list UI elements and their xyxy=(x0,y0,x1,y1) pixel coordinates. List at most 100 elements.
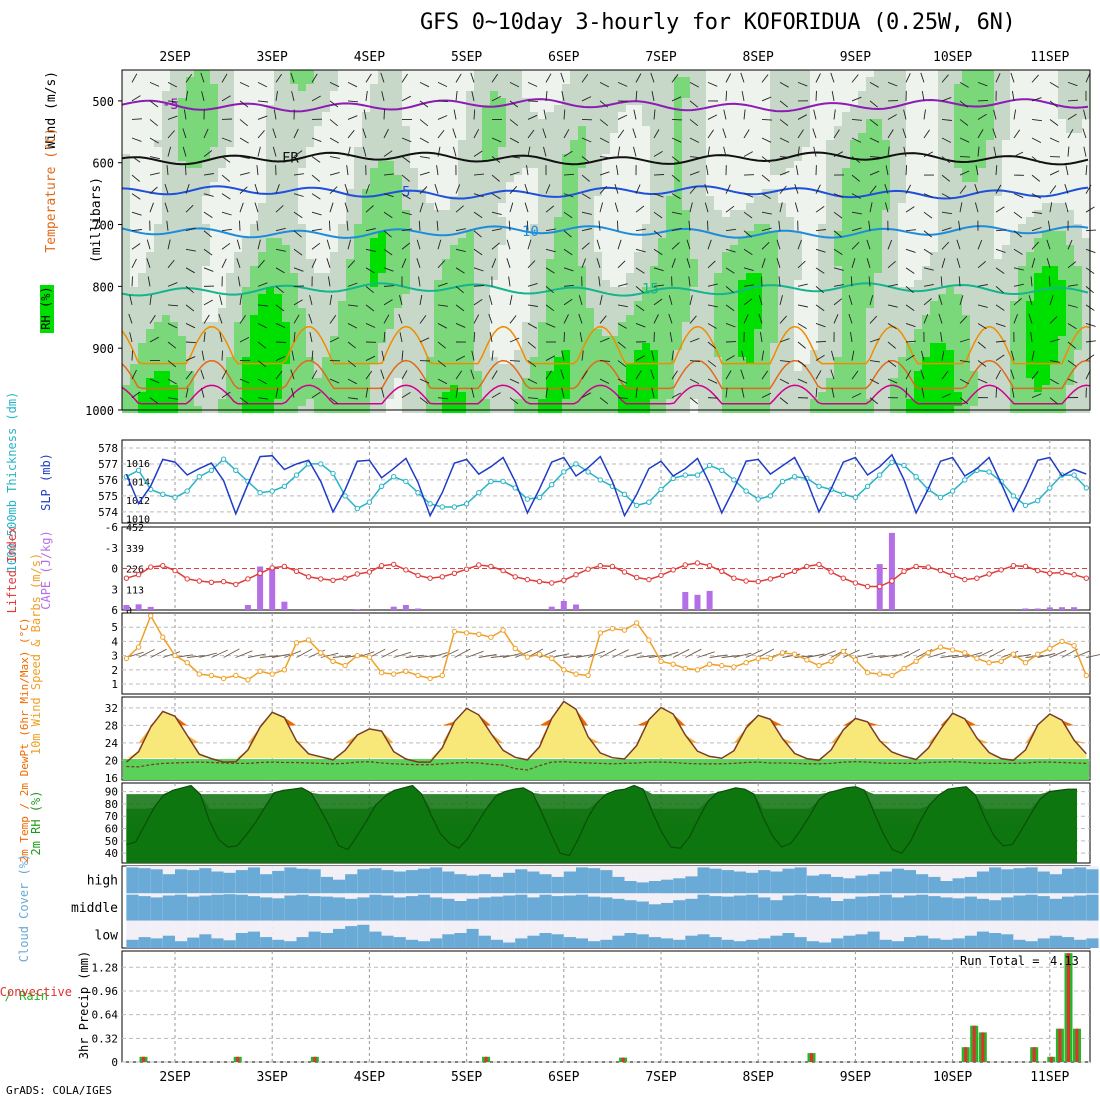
wind-barb xyxy=(182,128,187,139)
rh-cell xyxy=(922,280,930,287)
rh-cell xyxy=(1018,329,1026,336)
rh-cell xyxy=(162,364,170,371)
rh-cell xyxy=(1058,98,1066,105)
rh-cell xyxy=(962,322,970,329)
wind-barb xyxy=(185,387,189,398)
rh-cell xyxy=(498,112,506,119)
rh-cell xyxy=(962,336,970,343)
rh-cell xyxy=(954,245,962,252)
rh-cell xyxy=(458,252,466,259)
rh-cell xyxy=(426,301,434,308)
rh-cell xyxy=(1074,126,1082,133)
wind-barb xyxy=(257,360,267,368)
rh-cell xyxy=(1026,392,1034,399)
wind-barb xyxy=(488,313,493,324)
rh-cell xyxy=(890,287,898,294)
rh-cell xyxy=(626,280,634,287)
rh-cell xyxy=(194,259,202,266)
rh-cell xyxy=(530,119,538,126)
rh-cell xyxy=(386,210,394,217)
rh-cell xyxy=(762,343,770,350)
rh-cell xyxy=(610,287,618,294)
rh-cell xyxy=(786,343,794,350)
rh-cell xyxy=(874,301,882,308)
wind-barb xyxy=(617,283,628,287)
rh-cell xyxy=(202,378,210,385)
rh-cell xyxy=(346,315,354,322)
rh-cell xyxy=(130,315,138,322)
rh-cell xyxy=(858,301,866,308)
wind-barb xyxy=(221,156,231,163)
wind-barb xyxy=(560,369,565,380)
rh-cell xyxy=(850,217,858,224)
rh-cell xyxy=(258,252,266,259)
rh-cell xyxy=(234,294,242,301)
wind-barb xyxy=(203,314,210,324)
rh-cell xyxy=(1018,280,1026,287)
rh-cell xyxy=(658,371,666,378)
rh-cell xyxy=(266,322,274,329)
rh-cell xyxy=(730,364,738,371)
rh-cell xyxy=(378,252,386,259)
rh-cell xyxy=(506,364,514,371)
rh-cell xyxy=(1082,245,1090,252)
rh-cell xyxy=(562,217,570,224)
wind-barb xyxy=(131,369,137,380)
rh-cell xyxy=(666,91,674,98)
rh-cell xyxy=(690,371,698,378)
rh-cell xyxy=(122,385,130,392)
rh-cell xyxy=(858,182,866,189)
rh-cell xyxy=(770,161,778,168)
wind-barb xyxy=(542,128,547,139)
wind-barb xyxy=(578,295,583,306)
wind-barb xyxy=(437,397,448,400)
rh-cell xyxy=(954,399,962,406)
rh-cell xyxy=(330,371,338,378)
rh-cell xyxy=(874,238,882,245)
wind-barb xyxy=(293,331,296,343)
wind-barb xyxy=(131,350,133,361)
rh-cell xyxy=(666,147,674,154)
rh-cell xyxy=(1058,343,1066,350)
rh-cell xyxy=(626,77,634,84)
wind-barb xyxy=(383,173,394,176)
rh-cell xyxy=(466,119,474,126)
rh-cell xyxy=(786,273,794,280)
rh-cell xyxy=(642,105,650,112)
rh-cell xyxy=(994,168,1002,175)
rh-cell xyxy=(506,399,514,406)
rh-cell xyxy=(570,392,578,399)
rh-cell xyxy=(450,210,458,217)
rh-cell xyxy=(274,343,282,350)
rh-cell xyxy=(810,371,818,378)
rh-cell xyxy=(186,357,194,364)
rh-cell xyxy=(874,112,882,119)
rh-cell xyxy=(962,126,970,133)
rh-cell xyxy=(274,210,282,217)
wind-barb xyxy=(365,184,370,194)
rh-cell xyxy=(490,105,498,112)
rh-cell xyxy=(1010,322,1018,329)
rh-cell xyxy=(698,175,706,182)
rh-cell xyxy=(1058,210,1066,217)
rh-cell xyxy=(474,154,482,161)
rh-cell xyxy=(306,371,314,378)
rh-cell xyxy=(1042,343,1050,350)
rh-cell xyxy=(482,119,490,126)
rh-cell xyxy=(346,231,354,238)
rh-cell xyxy=(842,350,850,357)
rh-cell xyxy=(970,119,978,126)
rh-cell xyxy=(754,329,762,336)
rh-cell xyxy=(874,119,882,126)
rh-cell xyxy=(770,280,778,287)
rh-cell xyxy=(586,315,594,322)
rh-cell xyxy=(994,392,1002,399)
wind-barb xyxy=(221,258,227,269)
rh-cell xyxy=(650,133,658,140)
rh-cell xyxy=(194,168,202,175)
rh-cell xyxy=(770,168,778,175)
rh-cell xyxy=(506,175,514,182)
rh-cell xyxy=(234,371,242,378)
rh-cell xyxy=(978,182,986,189)
rh-cell xyxy=(762,399,770,406)
